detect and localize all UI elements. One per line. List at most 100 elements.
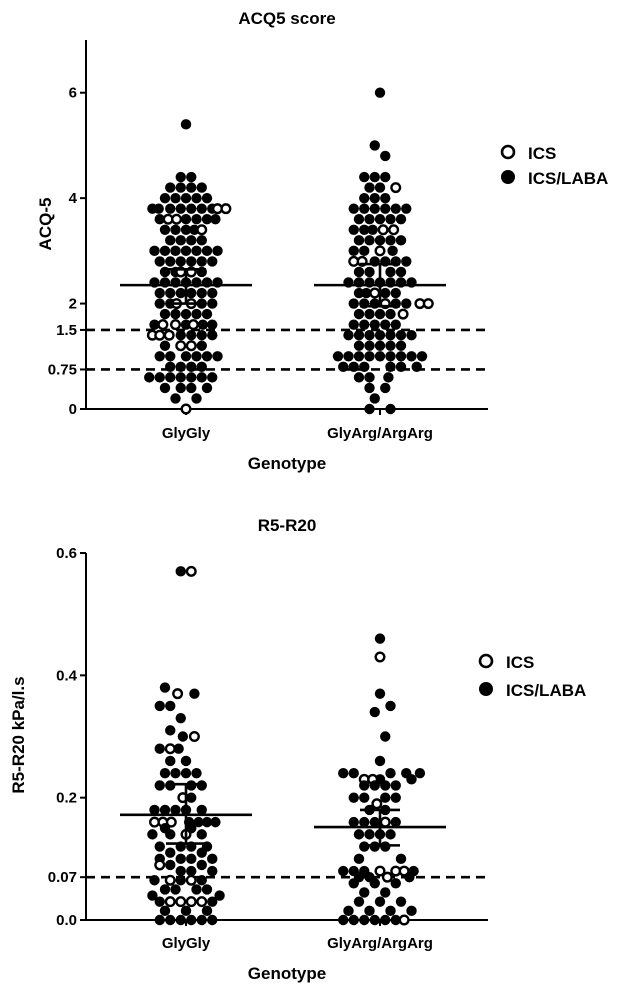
data-point-ics — [154, 329, 166, 341]
data-point-ics-laba — [374, 351, 386, 362]
data-point-ics-laba — [147, 890, 158, 901]
data-point-ics-laba — [353, 896, 365, 907]
data-point-ics — [164, 743, 176, 755]
data-point-ics-laba — [390, 203, 401, 214]
data-point-ics-laba — [374, 182, 386, 193]
data-point-ics-laba — [154, 914, 165, 926]
data-point-ics — [175, 896, 187, 908]
data-point-ics-laba — [364, 235, 375, 246]
data-point-ics-laba — [380, 887, 391, 898]
data-point-ics-laba — [359, 914, 370, 926]
x-axis-label: Genotype — [248, 454, 326, 473]
data-point-ics — [157, 319, 169, 331]
data-point-ics — [374, 245, 386, 257]
data-point-ics-laba — [359, 224, 370, 235]
data-point-ics-laba — [165, 829, 176, 840]
data-point-ics-laba — [196, 340, 207, 351]
data-point-ics-laba — [159, 382, 171, 394]
data-point-ics-laba — [385, 403, 396, 415]
data-point-ics-laba — [197, 319, 208, 330]
category-label-glyarg-argarg: GlyArg/ArgArg — [327, 425, 433, 442]
data-point-ics-laba — [383, 372, 394, 383]
data-point-ics-laba — [149, 804, 160, 816]
data-point-ics-laba — [380, 731, 391, 742]
y-tick-label: 0.75 — [48, 361, 77, 378]
data-point-ics-laba — [385, 361, 396, 373]
data-point-ics-laba — [175, 914, 186, 926]
data-point-ics-laba — [196, 875, 207, 886]
data-point-ics-laba — [175, 182, 186, 193]
data-point-ics-laba — [207, 896, 218, 907]
data-point-ics — [374, 865, 386, 877]
legend: ICS ICS/LABA — [500, 144, 608, 188]
data-point-ics-laba — [348, 768, 359, 779]
data-point-ics-laba — [369, 319, 380, 330]
data-point-ics-laba — [387, 245, 398, 257]
y-tick-label: 1.5 — [56, 322, 77, 339]
data-point-ics-laba — [367, 224, 378, 235]
data-point-ics-laba — [175, 566, 186, 577]
data-point-ics-laba — [374, 755, 386, 767]
data-point-ics-laba — [196, 235, 207, 246]
data-point-ics-laba — [359, 245, 370, 257]
data-point-ics-laba — [361, 287, 372, 299]
data-point-ics-laba — [201, 245, 213, 257]
data-point-ics-laba — [154, 287, 165, 299]
data-point-ics-laba — [186, 256, 197, 267]
data-point-ics — [381, 871, 393, 883]
data-point-ics-laba — [186, 372, 197, 383]
data-point-ics — [371, 798, 383, 810]
data-point-ics-laba — [359, 192, 370, 204]
data-point-ics-laba — [180, 224, 192, 235]
data-point-ics-laba — [165, 755, 176, 767]
data-point-ics-laba — [180, 192, 192, 204]
data-point-ics-laba — [369, 914, 380, 926]
data-point-ics — [377, 224, 389, 236]
data-point-ics-laba — [201, 905, 213, 917]
data-point-ics-laba — [369, 816, 380, 828]
y-tick-label: 0.2 — [56, 790, 77, 807]
data-point-ics-laba — [385, 829, 396, 840]
data-point-ics-laba — [159, 192, 171, 204]
data-point-ics-laba — [380, 287, 391, 299]
data-point-ics-laba — [401, 298, 412, 309]
data-point-ics-laba — [154, 298, 165, 309]
data-point-ics-laba — [395, 266, 407, 278]
data-point-ics-laba — [170, 192, 181, 204]
data-point-ics-laba — [390, 792, 401, 803]
data-point-ics — [185, 340, 197, 352]
data-point-ics-laba — [144, 372, 155, 383]
data-point-ics-laba — [385, 340, 396, 351]
data-point-ics-laba — [159, 682, 171, 693]
data-point-ics-laba — [159, 884, 171, 895]
data-point-ics-laba — [175, 287, 186, 299]
data-point-ics-laba — [191, 214, 202, 225]
data-point-ics-laba — [364, 382, 375, 394]
data-point-ics-laba — [364, 351, 375, 362]
data-point-ics-laba — [191, 308, 202, 320]
data-point-ics-laba — [359, 203, 370, 214]
data-point-ics-laba — [196, 182, 207, 193]
data-point-ics-laba — [374, 330, 386, 341]
data-point-ics-laba — [364, 372, 375, 383]
data-point-ics-laba — [154, 896, 165, 907]
data-point-ics-laba — [406, 905, 417, 917]
data-point-ics-laba — [380, 203, 391, 214]
data-point-ics-laba — [170, 768, 181, 779]
data-point-ics-laba — [353, 308, 365, 320]
legend-label-ics-laba: ICS/LABA — [528, 169, 608, 188]
data-point-ics-laba — [191, 393, 202, 404]
data-point-ics-laba — [385, 700, 396, 712]
data-point-ics-laba — [374, 87, 386, 98]
data-point-ics-laba — [175, 865, 186, 877]
data-point-ics-laba — [374, 235, 386, 246]
data-point-ics-laba — [395, 361, 407, 373]
data-point-ics-laba — [175, 372, 186, 383]
data-point-ics-laba — [210, 214, 221, 225]
data-point-ics — [422, 298, 434, 310]
category-label-glygly: GlyGly — [162, 935, 211, 952]
data-point-ics-laba — [201, 192, 213, 204]
y-axis-label: R5-R20 kPa/l.s — [9, 676, 28, 793]
data-point-ics-laba — [154, 256, 165, 267]
data-point-ics-laba — [380, 319, 391, 330]
